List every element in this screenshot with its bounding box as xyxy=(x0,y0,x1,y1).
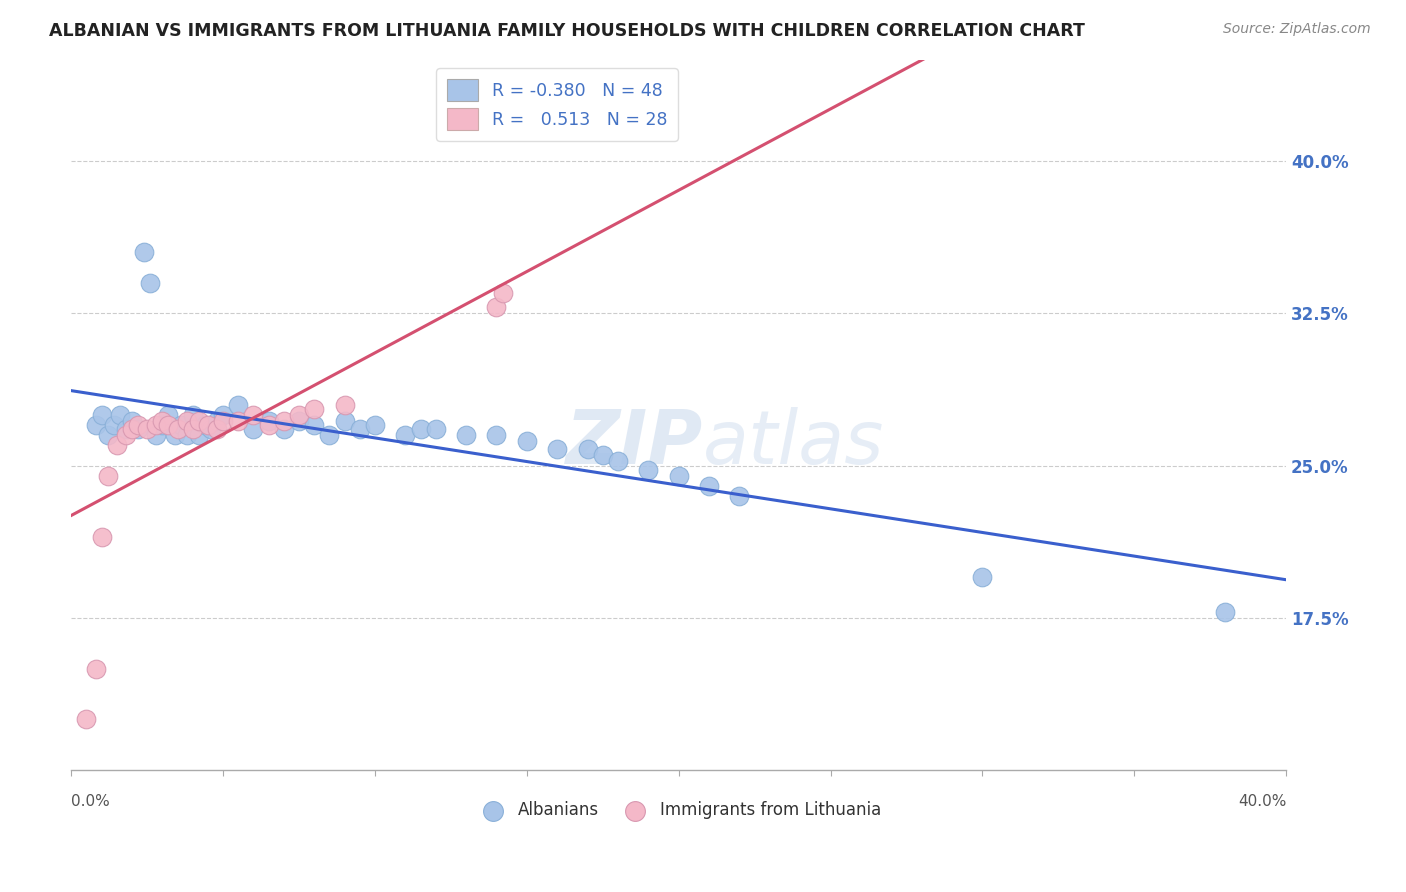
Point xyxy=(136,422,159,436)
Legend: Albanians, Immigrants from Lithuania: Albanians, Immigrants from Lithuania xyxy=(470,794,889,826)
Point xyxy=(90,408,112,422)
Point xyxy=(115,422,138,436)
Point xyxy=(181,408,204,422)
Point xyxy=(257,417,280,432)
Point xyxy=(226,398,249,412)
Point xyxy=(607,454,630,468)
Point xyxy=(187,414,209,428)
Point xyxy=(257,414,280,428)
Point xyxy=(226,414,249,428)
Point xyxy=(108,408,131,422)
Point xyxy=(115,428,138,442)
Point xyxy=(972,570,994,584)
Point xyxy=(516,434,538,449)
Point xyxy=(103,417,125,432)
Point xyxy=(491,285,513,300)
Point xyxy=(105,438,128,452)
Point xyxy=(456,428,478,442)
Point xyxy=(318,428,340,442)
Point xyxy=(157,417,180,432)
Point xyxy=(163,428,186,442)
Point xyxy=(728,489,751,503)
Point xyxy=(637,462,659,476)
Point xyxy=(212,408,235,422)
Point xyxy=(90,530,112,544)
Point xyxy=(212,414,235,428)
Point xyxy=(145,417,167,432)
Text: Source: ZipAtlas.com: Source: ZipAtlas.com xyxy=(1223,22,1371,37)
Point xyxy=(181,422,204,436)
Point xyxy=(169,417,191,432)
Point xyxy=(97,468,120,483)
Point xyxy=(127,422,149,436)
Point xyxy=(302,401,325,416)
Text: ZIP: ZIP xyxy=(565,407,703,480)
Point xyxy=(697,479,720,493)
Point xyxy=(194,417,217,432)
Text: 40.0%: 40.0% xyxy=(1237,795,1286,809)
Point xyxy=(176,414,198,428)
Text: 0.0%: 0.0% xyxy=(72,795,110,809)
Point xyxy=(157,408,180,422)
Point xyxy=(273,414,295,428)
Point xyxy=(166,422,188,436)
Point xyxy=(197,417,219,432)
Point xyxy=(1215,605,1237,619)
Point xyxy=(205,414,228,428)
Point xyxy=(242,408,264,422)
Point xyxy=(84,417,107,432)
Point xyxy=(333,398,356,412)
Point xyxy=(200,422,222,436)
Point xyxy=(288,408,311,422)
Point xyxy=(409,422,432,436)
Point xyxy=(364,417,387,432)
Point xyxy=(242,422,264,436)
Point xyxy=(150,417,173,432)
Point xyxy=(668,468,690,483)
Point xyxy=(75,712,97,726)
Point xyxy=(592,449,614,463)
Text: atlas: atlas xyxy=(703,408,884,479)
Point xyxy=(302,417,325,432)
Point xyxy=(121,422,143,436)
Point xyxy=(576,442,599,457)
Point xyxy=(349,422,371,436)
Point xyxy=(150,414,173,428)
Point xyxy=(187,428,209,442)
Point xyxy=(139,276,162,290)
Point xyxy=(273,422,295,436)
Point xyxy=(205,422,228,436)
Point xyxy=(546,442,568,457)
Point xyxy=(485,428,508,442)
Point xyxy=(134,245,156,260)
Point xyxy=(333,414,356,428)
Point xyxy=(127,417,149,432)
Point xyxy=(288,414,311,428)
Point xyxy=(97,428,120,442)
Point xyxy=(145,428,167,442)
Point xyxy=(84,661,107,675)
Point xyxy=(176,428,198,442)
Point xyxy=(121,414,143,428)
Point xyxy=(485,300,508,314)
Point xyxy=(425,422,447,436)
Point xyxy=(394,428,416,442)
Text: ALBANIAN VS IMMIGRANTS FROM LITHUANIA FAMILY HOUSEHOLDS WITH CHILDREN CORRELATIO: ALBANIAN VS IMMIGRANTS FROM LITHUANIA FA… xyxy=(49,22,1085,40)
